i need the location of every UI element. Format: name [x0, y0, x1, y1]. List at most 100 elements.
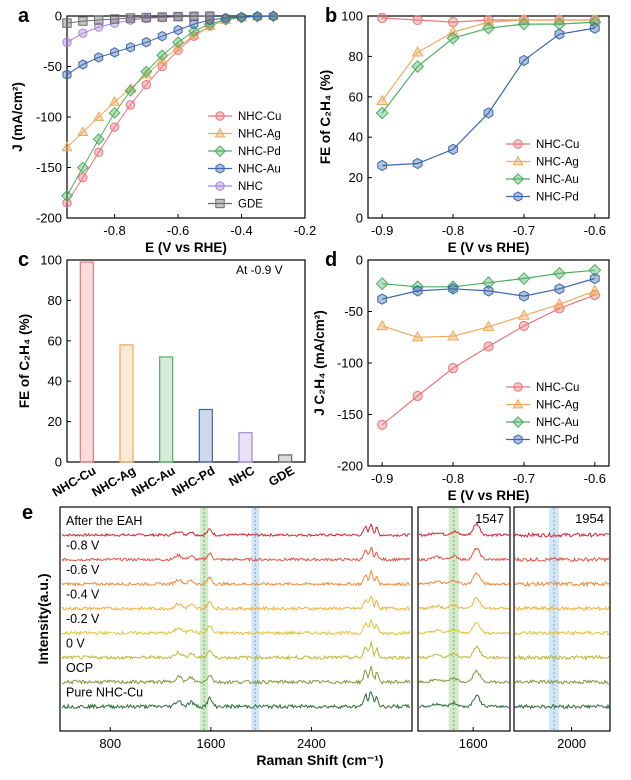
- legend-marker-nhc-ag: [512, 398, 524, 409]
- raman-trace-0-v: [61, 641, 610, 661]
- x-axis-label: E (V vs RHE): [448, 240, 530, 255]
- data-point-nhc-ag: [553, 297, 566, 309]
- raman-line-main: [61, 618, 411, 636]
- data-point-nhc-au: [189, 18, 199, 30]
- highlight-band: [448, 508, 459, 730]
- raman-trace-0-6-v: [61, 568, 610, 588]
- legend-label-nhc-ag: NHC-Ag: [536, 400, 579, 412]
- data-point-nhc-cu: [125, 100, 136, 110]
- category-label-nhc-pd: NHC-Pd: [169, 463, 217, 499]
- y-tick-label: -50: [43, 59, 62, 74]
- raman-line-zoom-1547: [418, 669, 510, 685]
- data-point-nhc-ag: [93, 111, 105, 121]
- y-tick-label: 0: [356, 253, 363, 268]
- bar-nhc-ag: [119, 344, 134, 463]
- data-point-nhc-ag: [411, 46, 424, 57]
- y-axis-label: J (mA/cm²): [10, 82, 25, 152]
- x-axis-label: E (V vs RHE): [448, 488, 530, 503]
- trace-label-0-2-v: -0.2 V: [66, 612, 100, 626]
- trace-label-0-v: 0 V: [66, 637, 85, 651]
- data-point-nhc-au: [62, 69, 72, 80]
- legend-marker-nhc: [215, 181, 225, 191]
- data-point-nhc: [78, 28, 88, 38]
- data-point-gde: [62, 18, 72, 28]
- raman-trace-pure-nhc-cu: [61, 691, 610, 710]
- data-point-nhc-ag: [376, 319, 389, 331]
- data-point-nhc-pd: [519, 290, 529, 302]
- data-point-nhc-cu: [412, 390, 423, 402]
- raman-line-main: [61, 595, 411, 612]
- data-point-nhc-ag: [376, 94, 389, 105]
- data-point-nhc-cu: [62, 198, 72, 208]
- legend-marker-nhc-cu: [215, 111, 225, 121]
- data-point-nhc-cu: [483, 341, 494, 352]
- x-tick-label: 1600: [196, 736, 225, 751]
- x-tick-label: -0.6: [584, 471, 606, 486]
- data-point-nhc-pd: [156, 49, 169, 62]
- y-axis-label: FE of C₂H₄ (%): [17, 314, 32, 408]
- data-point-gde: [205, 11, 215, 21]
- panel-letter-a: a: [18, 5, 30, 27]
- data-point-nhc-cu: [447, 16, 459, 28]
- category-label-gde: GDE: [266, 463, 296, 489]
- y-tick-label: 100: [40, 253, 62, 268]
- data-point-nhc-pd: [172, 36, 185, 49]
- data-point-nhc-pd: [377, 159, 388, 172]
- raman-trace-0-8-v: [61, 546, 610, 563]
- data-point-nhc-pd: [108, 106, 121, 119]
- data-point-nhc-cu: [109, 122, 120, 132]
- data-point-nhc-pd: [124, 84, 137, 97]
- data-point-gde: [157, 12, 167, 22]
- data-point-nhc: [62, 37, 72, 47]
- data-point-nhc-pd: [448, 283, 458, 295]
- panel-a-chart: -0.8 -0.6 -0.4 -0.2 -200 -150 -100 -50 0 E (V vs …: [10, 9, 316, 256]
- raman-line-zoom-1954: [514, 654, 610, 661]
- legend-label-nhc-cu: NHC-Cu: [238, 111, 281, 123]
- y-tick-label: 0: [55, 455, 62, 470]
- series-nhc-au: [375, 263, 602, 294]
- y-tick-label: 20: [349, 170, 363, 185]
- raman-line-main: [61, 546, 411, 563]
- data-point-nhc-cu: [94, 147, 104, 158]
- data-point-nhc-au: [482, 21, 496, 35]
- y-tick-label: 0: [356, 211, 363, 226]
- data-point-nhc-pd: [61, 189, 74, 202]
- plot-frame-1: [417, 506, 511, 732]
- series-nhc-pd: [377, 22, 600, 172]
- raman-trace-0-2-v: [61, 618, 610, 637]
- data-point-nhc-pd: [412, 157, 423, 170]
- plot-frame-2: [513, 506, 611, 732]
- legend-marker-nhc-au: [512, 416, 525, 429]
- data-point-nhc-au: [252, 11, 262, 22]
- y-tick-label: 40: [48, 374, 62, 389]
- data-point-nhc-ag: [267, 10, 279, 21]
- data-point-nhc-ag: [482, 15, 495, 27]
- data-point-nhc-cu: [157, 61, 167, 72]
- data-point-nhc-au: [268, 10, 278, 22]
- bar-nhc-pd: [198, 408, 213, 463]
- data-point-nhc-au: [78, 59, 88, 70]
- data-point-nhc-au: [157, 31, 167, 42]
- y-tick-label: 0: [55, 9, 62, 24]
- y-tick-label: 80: [349, 49, 363, 64]
- series-nhc-au: [62, 10, 278, 80]
- data-point-nhc-ag: [172, 41, 184, 52]
- data-point-nhc-pd: [187, 25, 200, 38]
- data-point-nhc-au: [375, 106, 389, 120]
- raman-line-zoom-1954: [514, 630, 610, 637]
- data-point-nhc-pd: [412, 285, 423, 297]
- bar-nhc-cu: [79, 261, 94, 463]
- raman-line-main: [61, 641, 411, 661]
- trace-label-0-4-v: -0.4 V: [66, 588, 100, 602]
- data-point-nhc-pd: [483, 285, 494, 297]
- data-point-nhc-cu: [518, 320, 530, 332]
- y-tick-label: -200: [337, 459, 363, 474]
- series-nhc-cu: [62, 11, 278, 208]
- x-tick-label: -0.8: [442, 471, 464, 486]
- panel-letter-c: c: [18, 249, 29, 271]
- data-point-gde: [173, 11, 183, 22]
- legend-marker-nhc-au: [215, 163, 225, 174]
- legend-marker-nhc-pd: [513, 434, 523, 445]
- data-point-nhc-au: [237, 11, 246, 23]
